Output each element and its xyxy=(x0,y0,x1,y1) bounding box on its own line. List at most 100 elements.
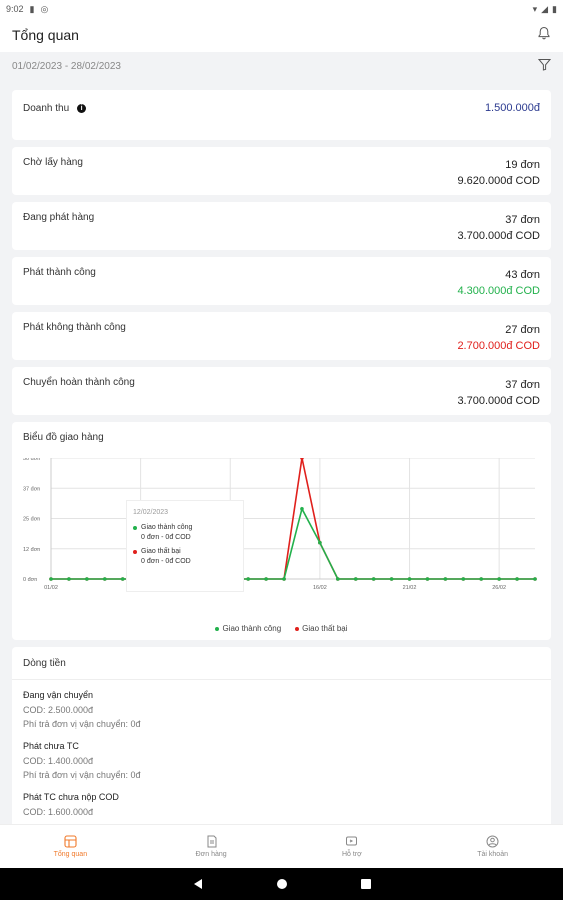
stat-count: 19 đơn xyxy=(505,159,540,171)
cashflow-card: Dòng tiền Đang vận chuyển COD: 2.500.000… xyxy=(12,647,551,824)
tab-label: Tài khoản xyxy=(477,851,508,858)
page-title: Tổng quan xyxy=(12,27,79,43)
legend-success: Giao thành công xyxy=(215,624,281,633)
data-point xyxy=(371,577,376,581)
bottom-tab-bar: Tổng quan Đơn hàng Hỗ trợ Tài khoản xyxy=(0,824,563,868)
data-point xyxy=(282,577,286,581)
data-point xyxy=(443,577,448,581)
data-point xyxy=(102,577,107,581)
tab-label: Hỗ trợ xyxy=(341,851,362,858)
data-point xyxy=(497,577,501,581)
stat-label: Đang phát hàng xyxy=(23,212,95,223)
cashflow-item-cod: COD: 1.400.000đ xyxy=(23,756,94,766)
x-tick-label: 26/02 xyxy=(492,585,506,591)
cashflow-item: Đang vận chuyển COD: 2.500.000đ Phí trả … xyxy=(23,690,540,731)
sync-icon: ◎ xyxy=(40,3,49,14)
tooltip-date: 12/02/2023 xyxy=(133,509,169,516)
x-tick-label: 21/02 xyxy=(403,585,417,591)
data-point xyxy=(85,577,89,581)
y-tick-label: 0 đơn xyxy=(23,577,37,583)
support-icon xyxy=(346,836,358,846)
stat-cod: 3.700.000đ COD xyxy=(457,230,540,242)
date-filter-bar: 01/02/2023 - 28/02/2023 xyxy=(0,52,563,80)
stat-cod: 3.700.000đ COD xyxy=(457,395,540,407)
cashflow-item-title: Phát TC chưa nộp COD xyxy=(23,792,119,802)
back-icon[interactable] xyxy=(192,878,204,890)
chart-legend: Giao thành công Giao thất bại xyxy=(12,624,551,633)
cashflow-item: Phát TC chưa nộp COD COD: 1.600.000đ xyxy=(23,792,540,819)
tab-label: Đơn hàng xyxy=(195,851,227,858)
cashflow-item-cod: COD: 2.500.000đ xyxy=(23,705,94,715)
tooltip-series-2: Giao thất bại xyxy=(133,548,237,555)
tab-overview[interactable]: Tổng quan xyxy=(0,825,141,868)
tab-label: Tổng quan xyxy=(53,851,88,858)
stat-count: 37 đơn xyxy=(505,214,540,226)
data-point xyxy=(461,577,466,581)
data-point xyxy=(425,577,430,581)
data-point xyxy=(336,577,340,581)
data-point xyxy=(300,458,304,460)
tooltip-series-1: Giao thành công xyxy=(133,524,237,531)
tab-account[interactable]: Tài khoản xyxy=(422,825,563,868)
y-tick-label: 37 đơn xyxy=(23,486,40,492)
data-point xyxy=(246,577,250,581)
tab-support[interactable]: Hỗ trợ xyxy=(282,825,423,868)
cashflow-item-title: Phát chưa TC xyxy=(23,741,79,751)
home-icon[interactable] xyxy=(276,878,288,890)
app-bar: Tổng quan xyxy=(0,18,563,52)
revenue-label: Doanh thu xyxy=(23,102,70,114)
recents-icon[interactable] xyxy=(360,878,372,890)
account-icon xyxy=(486,835,499,848)
tab-orders[interactable]: Đơn hàng xyxy=(141,825,282,868)
dashboard-content[interactable]: Doanh thu i 1.500.000đ Chờ lấy hàng 19 đ… xyxy=(0,80,563,824)
date-range[interactable]: 01/02/2023 - 28/02/2023 xyxy=(12,60,121,72)
dashboard-icon xyxy=(64,835,77,848)
y-tick-label: 50 đơn xyxy=(23,458,40,462)
data-point xyxy=(407,577,412,581)
stat-card[interactable]: Chờ lấy hàng 19 đơn 9.620.000đ COD xyxy=(12,147,551,195)
stat-cod: 2.700.000đ COD xyxy=(457,340,540,352)
delivery-chart-card: Biểu đồ giao hàng 0 đơn 12 đơn 25 đơn 37 đơ… xyxy=(12,422,551,640)
stat-cod: 4.300.000đ COD xyxy=(457,285,540,297)
revenue-card: Doanh thu i 1.500.000đ xyxy=(12,90,551,140)
data-point xyxy=(49,577,53,581)
stat-card[interactable]: Chuyển hoàn thành công 37 đơn 3.700.000đ… xyxy=(12,367,551,415)
info-icon[interactable]: i xyxy=(77,103,87,113)
data-point xyxy=(533,577,537,581)
cashflow-title: Dòng tiền xyxy=(12,658,551,680)
stat-label: Chờ lấy hàng xyxy=(23,157,83,168)
data-point xyxy=(353,577,358,581)
stat-count: 37 đơn xyxy=(505,379,540,391)
wifi-icon: ▾ xyxy=(532,3,538,14)
filter-icon[interactable] xyxy=(537,58,552,74)
y-tick-label: 25 đơn xyxy=(23,517,40,523)
status-time: 9:02 xyxy=(6,4,24,14)
stat-card[interactable]: Phát thành công 43 đơn 4.300.000đ COD xyxy=(12,257,551,305)
stat-card[interactable]: Đang phát hàng 37 đơn 3.700.000đ COD xyxy=(12,202,551,250)
cashflow-item-title: Đang vận chuyển xyxy=(23,690,94,700)
stat-label: Chuyển hoàn thành công xyxy=(23,377,135,388)
stat-label: Phát không thành công xyxy=(23,322,126,333)
stat-label: Phát thành công xyxy=(23,267,96,278)
data-point xyxy=(515,577,519,581)
y-tick-label: 12 đơn xyxy=(23,547,40,553)
data-point xyxy=(389,577,394,581)
bell-icon[interactable] xyxy=(537,26,551,45)
cashflow-item-fee: Phí trả đơn vị vận chuyển: 0đ xyxy=(23,770,141,780)
stat-count: 27 đơn xyxy=(505,324,540,336)
data-point xyxy=(120,577,125,581)
revenue-value: 1.500.000đ xyxy=(484,102,540,114)
data-point xyxy=(318,540,322,545)
data-point xyxy=(300,507,304,511)
stat-card[interactable]: Phát không thành công 27 đơn 2.700.000đ … xyxy=(12,312,551,360)
status-bar: 9:02 ▮ ◎ ▾ ◢ ▮ xyxy=(0,0,563,18)
x-tick-label: 01/02 xyxy=(44,585,58,591)
battery-icon: ▮ xyxy=(552,3,557,14)
tooltip-value-2: 0 đơn - 0đ COD xyxy=(141,558,191,565)
data-point xyxy=(264,577,268,581)
signal-icon: ◢ xyxy=(541,3,549,14)
x-tick-label: 16/02 xyxy=(313,585,327,591)
sim-icon: ▮ xyxy=(29,3,35,14)
stat-count: 43 đơn xyxy=(505,269,540,281)
